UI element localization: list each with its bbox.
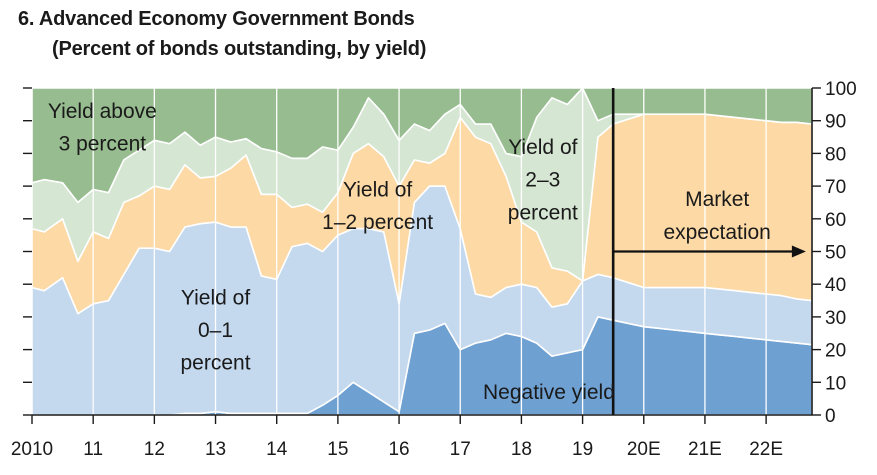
annotation-1-2-percent: 1–2 percent [322,211,433,234]
x-tick-label-18: 18 [511,439,532,460]
annotation-negative-yield: Negative yield [483,381,615,404]
annotation-expectation: expectation [663,221,770,244]
annotation-market: Market [685,188,749,211]
annotation-percent: percent [181,352,251,375]
x-tick-label-15: 15 [327,439,348,460]
annotation-yield-of: Yield of [508,136,577,159]
chart-title: 6. Advanced Economy Government Bonds [18,8,415,30]
y-tick-label-20: 20 [825,341,846,362]
y-tick-label-0: 0 [825,406,836,427]
y-tick-label-60: 60 [825,210,846,231]
y-tick-label-50: 50 [825,243,846,264]
x-tick-label-13: 13 [205,439,226,460]
y-tick-label-100: 100 [825,79,857,100]
y-tick-label-90: 90 [825,112,846,133]
annotation-2-3: 2–3 [525,169,560,192]
annotation-0-1: 0–1 [198,319,233,342]
x-tick-label-12: 12 [144,439,165,460]
y-tick-label-70: 70 [825,177,846,198]
y-tick-label-10: 10 [825,373,846,394]
x-tick-label-22E: 22E [749,439,783,460]
annotation-percent: percent [508,201,578,224]
y-tick-label-30: 30 [825,308,846,329]
x-tick-label-16: 16 [388,439,409,460]
x-tick-label-14: 14 [266,439,288,460]
annotation-yield-of: Yield of [343,178,412,201]
x-tick-label-11: 11 [83,439,103,460]
y-tick-label-80: 80 [825,144,846,165]
x-tick-label-19: 19 [572,439,593,460]
y-tick-label-40: 40 [825,275,846,296]
annotation-yield-of: Yield of [181,286,250,309]
annotation-yield-above: Yield above [48,100,157,123]
annotation-3-percent: 3 percent [59,133,147,156]
x-tick-label-20E: 20E [627,439,661,460]
x-tick-label-17: 17 [450,439,471,460]
x-tick-label-2010: 2010 [11,439,53,460]
market-expectation-arrow-head [791,245,806,258]
x-tick-label-21E: 21E [688,439,722,460]
chart-subtitle: (Percent of bonds outstanding, by yield) [52,38,427,60]
